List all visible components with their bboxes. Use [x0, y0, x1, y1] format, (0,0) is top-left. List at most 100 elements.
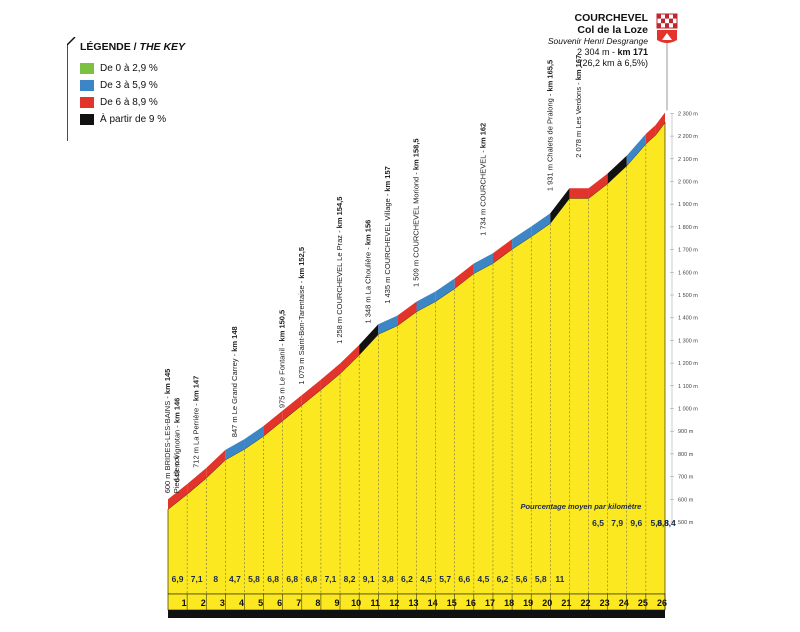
km-gradient-label: 6,8: [267, 574, 279, 584]
waypoint-label: 847 m Le Grand Carrey - km 148: [230, 326, 239, 437]
waypoint-km: km 145: [163, 369, 172, 394]
km-number: 23: [600, 598, 610, 608]
legend-box: [67, 37, 175, 141]
km-gradient-label: 9,6: [630, 518, 642, 528]
legend-title: LÉGENDE / THE KEY: [80, 41, 186, 53]
km-number: 20: [542, 598, 552, 608]
legend-item-blue: De 3 à 5,9 %: [80, 80, 158, 94]
y-tick-label: 2 300 m: [678, 111, 698, 117]
y-tick-label: 2 200 m: [678, 134, 698, 140]
checker-square: [665, 23, 669, 28]
km-number: 13: [408, 598, 418, 608]
km-number: 11: [371, 598, 381, 608]
waypoint-km: km 158,5: [412, 138, 421, 170]
gradient-segment: [473, 253, 493, 274]
legend-item-green: De 0 à 2,9 %: [80, 63, 158, 77]
gradient-segment: [282, 395, 302, 421]
gradient-segment: [225, 439, 245, 460]
gradient-segment: [320, 363, 341, 390]
y-tick-label: 1 300 m: [678, 338, 698, 344]
km-number: 12: [389, 598, 399, 608]
y-tick-label: 2 100 m: [678, 157, 698, 163]
legend-item-black: À partir de 9 %: [80, 114, 166, 128]
waypoint-label: 1 931 m Chalets de Pralong - km 165,5: [545, 60, 554, 191]
km-number: 15: [447, 598, 457, 608]
km-number: 22: [581, 598, 591, 608]
km-number: 24: [619, 598, 629, 608]
km-gradient-label: 8: [213, 574, 218, 584]
km-gradient-label: 8,4: [664, 518, 676, 528]
km-gradient-label: 11: [555, 574, 564, 584]
km-gradient-label: 7,1: [191, 574, 203, 584]
waypoint-label: 1 079 m Saint-Bon-Tarentaise - km 152,5: [297, 247, 306, 385]
legend-swatch: [80, 97, 94, 108]
y-tick-label: 1 900 m: [678, 202, 698, 208]
y-tick-label: 800 m: [678, 452, 694, 458]
y-tick-label: 1 100 m: [678, 384, 698, 390]
km-number: 9: [335, 598, 340, 608]
waypoint-name: 600 m BRIDES-LES-BAINS -: [163, 394, 172, 493]
checker-square: [657, 23, 661, 28]
gradient-segment: [588, 173, 608, 199]
average-gradient-caption: Pourcentage moyen par kilomètre: [520, 502, 641, 511]
waypoint-label: 1 734 m COURCHEVEL - km 162: [478, 123, 487, 236]
waypoint-name: 1 931 m Chalets de Pralong -: [545, 92, 554, 192]
finish-climb-stats: (26,2 km à 6,5%): [579, 58, 648, 68]
km-gradient-label: 6,2: [401, 574, 413, 584]
km-number: 14: [428, 598, 438, 608]
y-tick-label: 2 000 m: [678, 180, 698, 186]
km-number: 1: [182, 598, 187, 608]
finish-col-name: Col de la Loze: [577, 24, 648, 36]
y-tick-label: 1 400 m: [678, 316, 698, 322]
y-tick-label: 1 700 m: [678, 248, 698, 254]
waypoint-label: 712 m La Perrière - km 147: [192, 376, 201, 468]
checker-square: [673, 23, 677, 28]
km-gradient-label: 4,7: [229, 574, 241, 584]
gradient-segment: [263, 410, 283, 436]
y-tick-label: 900 m: [678, 429, 694, 435]
mountain-icon: [662, 33, 672, 40]
km-gradient-label: 6,6: [458, 574, 470, 584]
waypoint-name: 1 435 m COURCHEVEL Village -: [383, 192, 392, 304]
waypoint-label: 649 m Vignotan - km 146: [173, 398, 182, 483]
checker-square: [661, 18, 665, 24]
km-gradient-label: 6,2: [497, 574, 509, 584]
waypoint-name: 1 509 m COURCHEVEL Moriond -: [412, 170, 421, 287]
km-gradient-label: 5,7: [439, 574, 451, 584]
gradient-segment: [531, 213, 551, 237]
gradient-segment: [397, 301, 417, 326]
waypoint-name: 2 078 m Les Verdons -: [574, 80, 583, 158]
waypoint-name: 1 348 m La Choulière -: [364, 245, 373, 323]
km-gradient-label: 5,8: [248, 574, 260, 584]
km-number: 2: [201, 598, 206, 608]
y-tick-label: 1 000 m: [678, 407, 698, 413]
km-gradient-label: 5,8: [535, 574, 547, 584]
gradient-segment: [550, 188, 570, 224]
waypoint-label: 1 348 m La Choulière - km 156: [364, 220, 373, 324]
km-gradient-label: 4,5: [420, 574, 432, 584]
waypoint-name: 649 m Vignotan -: [173, 423, 182, 482]
waypoint-name: 1 258 m COURCHEVEL Le Praz -: [335, 228, 344, 344]
gradient-segment: [378, 315, 398, 335]
waypoint-name: 1 079 m Saint-Bon-Tarentaise -: [297, 279, 306, 385]
legend-swatch: [80, 63, 94, 74]
km-gradient-label: 5,6: [516, 574, 528, 584]
finish-altitude-km: 2 304 m - km 171: [576, 47, 648, 57]
km-gradient-label: 6,8: [286, 574, 298, 584]
waypoint-label: 1 435 m COURCHEVEL Village - km 157: [383, 166, 392, 304]
km-number: 16: [466, 598, 476, 608]
km-gradient-label: 9,1: [363, 574, 375, 584]
gradient-segment: [626, 133, 646, 166]
gradient-segment: [645, 125, 656, 144]
km-gradient-label: 6,5: [592, 518, 604, 528]
km-number: 18: [504, 598, 514, 608]
waypoint-km: km 167: [574, 55, 583, 80]
gradient-segment: [416, 291, 436, 312]
waypoint-name: 975 m Le Fontanil -: [278, 341, 287, 408]
gradient-segment: [655, 112, 665, 136]
waypoint-label: 1 258 m COURCHEVEL Le Praz - km 154,5: [335, 197, 344, 344]
waypoint-km: km 147: [192, 376, 201, 401]
waypoint-label: 600 m BRIDES-LES-BAINS - km 145: [163, 369, 172, 494]
gradient-segment: [512, 226, 532, 250]
